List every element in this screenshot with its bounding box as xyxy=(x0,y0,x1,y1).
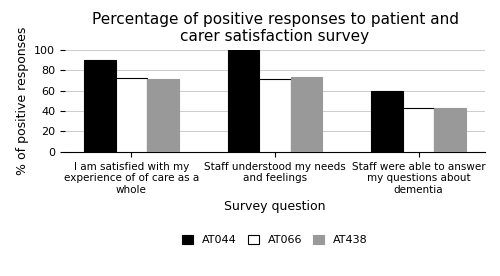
Bar xyxy=(228,50,259,152)
X-axis label: Survey question: Survey question xyxy=(224,200,326,213)
Bar xyxy=(116,78,147,152)
Legend: AT044, AT066, AT438: AT044, AT066, AT438 xyxy=(178,231,372,250)
Bar xyxy=(84,60,116,152)
Y-axis label: % of positive responses: % of positive responses xyxy=(16,26,28,175)
Bar xyxy=(371,91,403,152)
Title: Percentage of positive responses to patient and
carer satisfaction survey: Percentage of positive responses to pati… xyxy=(92,12,458,44)
Bar xyxy=(147,79,179,152)
Bar xyxy=(291,77,322,152)
Bar xyxy=(434,108,466,152)
Bar xyxy=(259,79,291,152)
Bar xyxy=(403,108,434,152)
